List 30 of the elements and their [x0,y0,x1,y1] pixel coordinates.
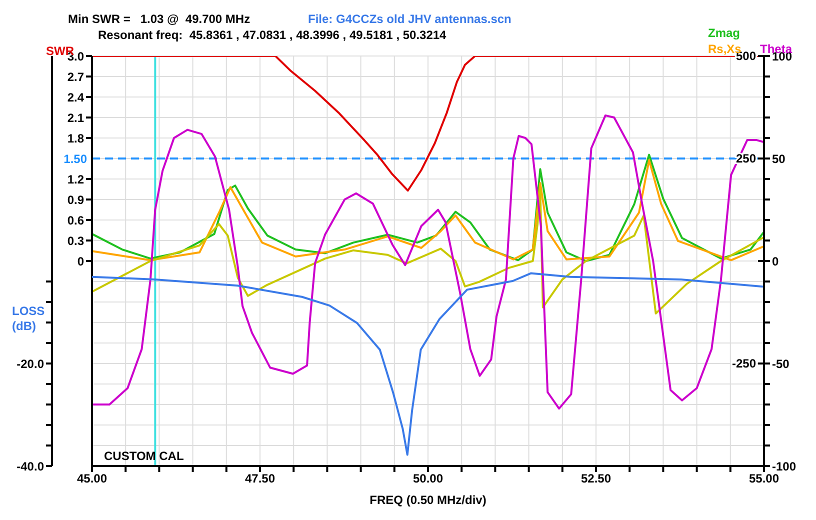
text: File: G4CCZs old JHV antennas.scn [308,12,512,26]
y-tick-label: 1.8 [67,131,84,146]
x-tick-label: 45.00 [76,472,108,486]
ref-line-label: 1.50 [64,152,88,166]
y-tick-label: -20.0 [16,356,44,371]
text: Zmag [708,26,740,41]
text: Resonant freq: 45.8361 , 47.0831 , 48.3996 , 49.5181 , 50.3214 [98,28,446,42]
y-tick-label: -40.0 [16,459,44,474]
x-tick-label: 47.50 [244,472,276,486]
y-tick-label: 0.3 [67,234,84,248]
y-tick-label: 2.7 [67,70,84,84]
x-axis-title: FREQ (0.50 MHz/div) [370,493,486,507]
line-series [92,114,764,410]
x-tick-label: 52.50 [580,472,612,486]
y3-tick-label: 0 [772,254,779,268]
line-series [92,189,764,314]
y-tick-label: 0.6 [67,213,84,228]
y3-tick-label: -100 [772,459,796,474]
y-tick-label: 1.2 [67,172,84,186]
y-tick-label: 0.9 [67,192,84,207]
x-tick-label: 50.00 [412,472,444,486]
y-tick-label: 0 [77,254,84,268]
text: LOSS (dB) [12,304,46,334]
y3-tick-label: -50 [772,356,790,371]
x-tick-label: 55.00 [748,472,780,486]
y-tick-label: 2.1 [67,110,84,125]
y3-tick-label: 50 [772,152,786,166]
y-tick-label: 2.4 [67,90,84,104]
y2-tick-label: -250 [732,356,756,371]
text: Min SWR = 1.03 @ 49.700 MHz [68,12,250,26]
